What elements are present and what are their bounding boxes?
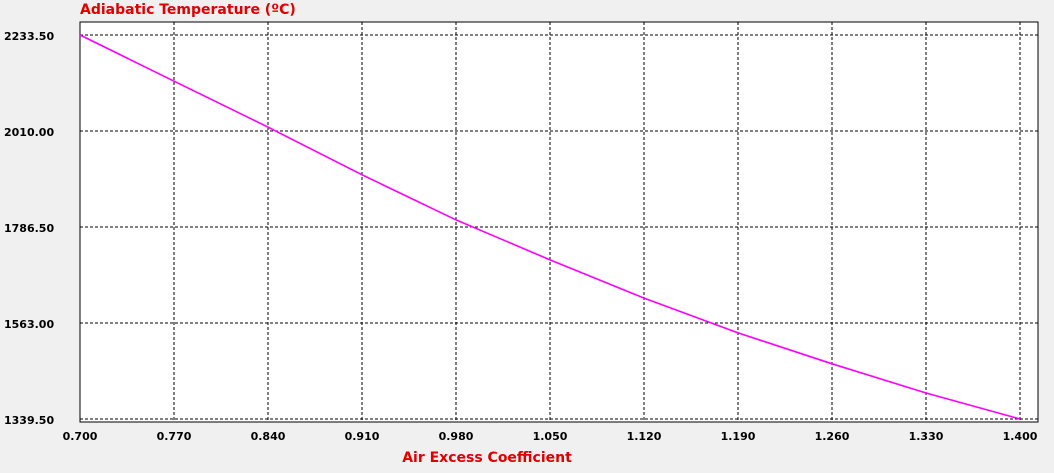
x-tick-label: 1.260 xyxy=(815,430,850,443)
x-tick-label: 1.330 xyxy=(909,430,944,443)
y-tick-label: 1786.50 xyxy=(4,222,54,235)
x-tick-label: 0.770 xyxy=(157,430,192,443)
y-tick-label: 2010.00 xyxy=(4,126,54,139)
x-tick-label: 1.120 xyxy=(627,430,662,443)
plot-area xyxy=(79,21,1039,423)
x-tick-label: 0.980 xyxy=(439,430,474,443)
x-tick-label: 1.050 xyxy=(533,430,568,443)
x-tick-label: 1.400 xyxy=(1003,430,1038,443)
x-tick-label: 0.700 xyxy=(63,430,98,443)
x-tick-label: 0.910 xyxy=(345,430,380,443)
y-tick-label: 1339.50 xyxy=(4,414,54,427)
x-tick-label: 1.190 xyxy=(721,430,756,443)
x-tick-label: 0.840 xyxy=(251,430,286,443)
chart-title: Adiabatic Temperature (ºC) xyxy=(80,2,296,18)
x-axis-label: Air Excess Coefficient xyxy=(402,450,572,466)
data-line xyxy=(79,34,1021,420)
y-tick-label: 1563.00 xyxy=(4,318,54,331)
y-tick-label: 2233.50 xyxy=(4,30,54,43)
